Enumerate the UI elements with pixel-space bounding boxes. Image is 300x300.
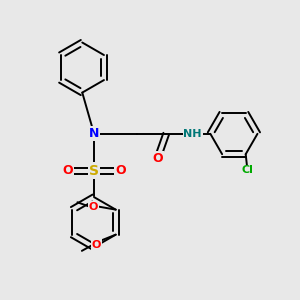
Text: S: S — [89, 164, 99, 178]
Text: Cl: Cl — [241, 165, 253, 176]
Text: O: O — [89, 202, 98, 212]
Text: N: N — [89, 127, 99, 140]
Text: O: O — [92, 240, 101, 250]
Text: O: O — [152, 152, 163, 165]
Text: O: O — [62, 164, 73, 177]
Text: NH: NH — [183, 129, 202, 139]
Text: O: O — [115, 164, 126, 177]
